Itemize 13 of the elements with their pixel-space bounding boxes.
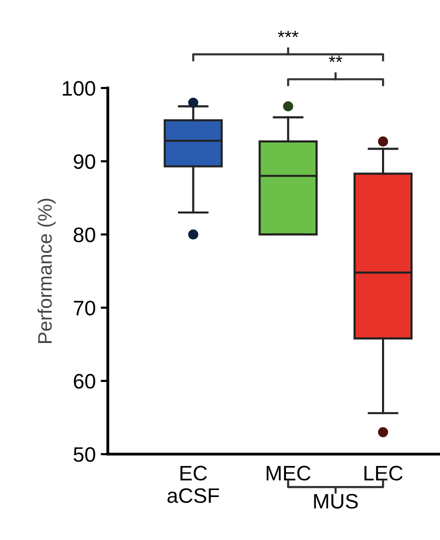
- text: MUS: [314, 494, 358, 509]
- y-axis-title: Performance (%): [38, 198, 56, 343]
- y-tick-label: 50: [74, 447, 96, 462]
- text: **: [328, 56, 342, 62]
- x-tick-label: LEC: [364, 466, 403, 481]
- text: ***: [278, 30, 298, 38]
- x-tick-label: MEC: [266, 466, 310, 481]
- y-tick-label: 80: [74, 227, 96, 242]
- y-tick-label: 90: [74, 154, 96, 169]
- y-tick-label: 100: [62, 81, 96, 96]
- y-tick-label: 60: [74, 374, 96, 389]
- x-tick-label: EC aCSF: [167, 466, 220, 503]
- y-tick-label: 70: [74, 300, 96, 316]
